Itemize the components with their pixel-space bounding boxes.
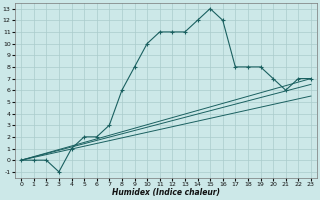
X-axis label: Humidex (Indice chaleur): Humidex (Indice chaleur)	[112, 188, 220, 197]
